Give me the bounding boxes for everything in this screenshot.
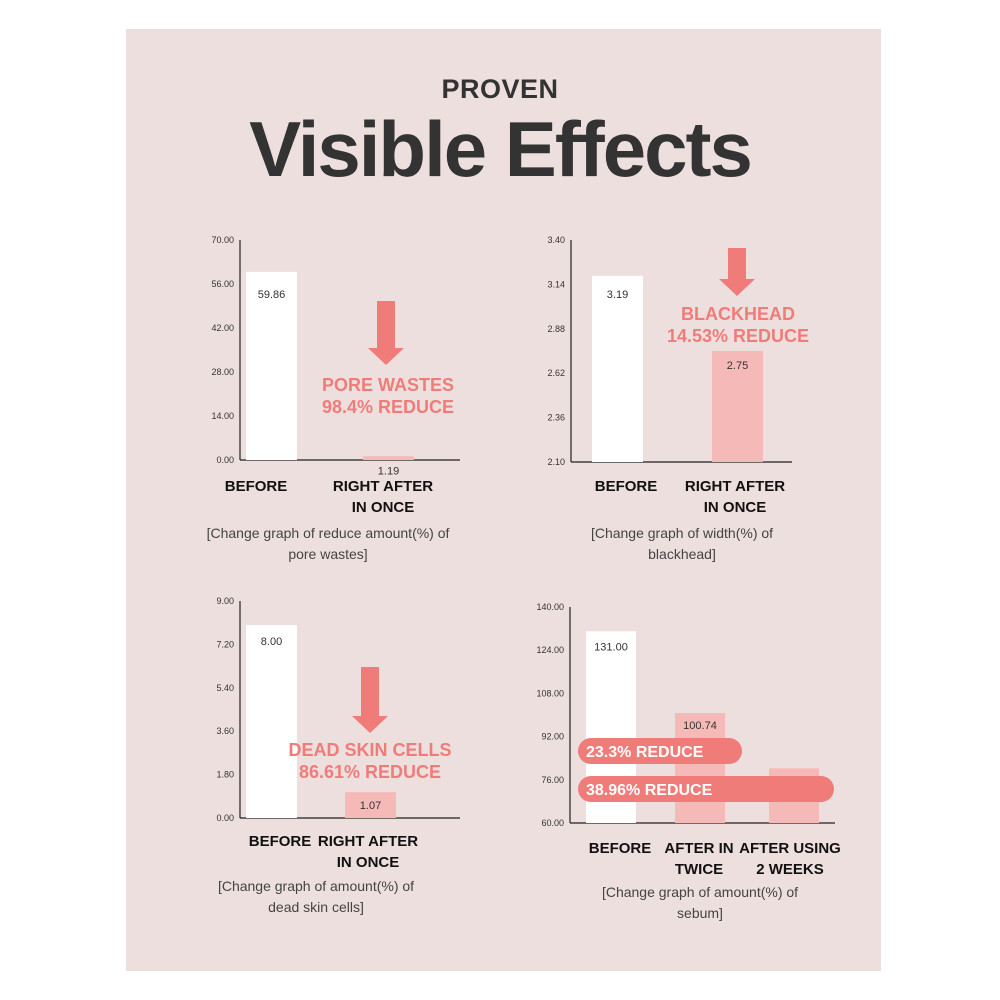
- chart-3-arrow-down-icon: [361, 667, 379, 716]
- chart-4-value-label-1: 131.00: [594, 641, 628, 653]
- chart-1-bar-1: [246, 271, 297, 460]
- chart-2-tick-label: 3.40: [547, 235, 565, 245]
- chart-3-tick-label: 5.40: [216, 683, 234, 693]
- chart-4-tick-label: 92.00: [541, 732, 564, 742]
- chart-1-caption-line-2: pore wastes]: [288, 546, 367, 562]
- chart-3-category-2-line-1: RIGHT AFTER: [318, 833, 418, 850]
- chart-4-tick-label: 108.00: [536, 688, 564, 698]
- chart-4-caption-line-2: sebum]: [677, 905, 723, 921]
- chart-3-tick-label: 1.80: [216, 770, 234, 780]
- chart-2-annotation-line-1: BLACKHEAD: [681, 304, 795, 324]
- chart-4-reduce-pill-2: [578, 776, 834, 802]
- chart-2-value-label-2: 2.75: [727, 360, 748, 372]
- chart-1-tick-label: 42.00: [211, 323, 234, 333]
- chart-1-arrow-down-icon: [377, 301, 395, 348]
- chart-2-bar-2: [712, 351, 763, 462]
- chart-3-tick-label: 7.20: [216, 639, 234, 649]
- chart-1-arrow-head-icon: [368, 348, 404, 365]
- chart-1-caption-line-1: [Change graph of reduce amount(%) of: [207, 525, 450, 541]
- chart-1-value-label-1: 59.86: [258, 289, 286, 301]
- chart-3-annotation-line-1: DEAD SKIN CELLS: [288, 740, 451, 760]
- chart-1-value-label-2: 1.19: [378, 465, 399, 477]
- chart-3-tick-label: 9.00: [216, 596, 234, 606]
- chart-3-tick-label: 0.00: [216, 813, 234, 823]
- chart-4-caption-line-1: [Change graph of amount(%) of: [602, 884, 798, 900]
- chart-1-tick-label: 0.00: [216, 455, 234, 465]
- chart-1-annotation-line-2: 98.4% REDUCE: [322, 397, 454, 417]
- chart-4-category-3-line-2: 2 WEEKS: [756, 861, 824, 878]
- chart-3-value-label-1: 8.00: [261, 636, 282, 648]
- chart-1-bar-2: [363, 456, 414, 460]
- chart-4-category-1-line-1: BEFORE: [589, 840, 652, 857]
- chart-1-tick-label: 56.00: [211, 279, 234, 289]
- chart-2-tick-label: 2.62: [547, 368, 565, 378]
- chart-3-bar-1: [246, 625, 297, 818]
- chart-4-tick-label: 140.00: [536, 602, 564, 612]
- chart-2-arrow-down-icon: [728, 248, 746, 279]
- chart-1-category-2-line-1: RIGHT AFTER: [333, 478, 433, 495]
- chart-1-tick-label: 70.00: [211, 235, 234, 245]
- chart-4-category-2-line-1: AFTER IN: [664, 840, 733, 857]
- chart-1-tick-label: 14.00: [211, 411, 234, 421]
- headline-title: Visible Effects: [249, 105, 753, 193]
- chart-4-reduce-pill-text-1: 23.3% REDUCE: [586, 744, 704, 761]
- chart-3-category-1-line-1: BEFORE: [249, 833, 312, 850]
- chart-4-tick-label: 60.00: [541, 818, 564, 828]
- chart-4-reduce-pill-1: [578, 738, 742, 764]
- chart-2-value-label-1: 3.19: [607, 289, 628, 301]
- chart-2-tick-label: 3.14: [547, 279, 565, 289]
- chart-3-arrow-head-icon: [352, 716, 388, 733]
- chart-2-annotation-line-2: 14.53% REDUCE: [667, 326, 809, 346]
- chart-1-tick-label: 28.00: [211, 367, 234, 377]
- chart-4-value-label-2: 100.74: [683, 720, 717, 732]
- chart-2-category-2-line-2: IN ONCE: [704, 499, 767, 516]
- chart-4-category-2-line-2: TWICE: [675, 861, 723, 878]
- chart-2-caption-line-1: [Change graph of width(%) of: [591, 525, 773, 541]
- chart-2-caption-line-2: blackhead]: [648, 546, 716, 562]
- chart-3-caption-line-1: [Change graph of amount(%) of: [218, 878, 414, 894]
- chart-4-bar-2: [675, 713, 725, 823]
- chart-3-category-2-line-2: IN ONCE: [337, 854, 400, 871]
- chart-2-tick-label: 2.88: [547, 324, 565, 334]
- chart-3-annotation-line-2: 86.61% REDUCE: [299, 762, 441, 782]
- chart-4-category-3-line-1: AFTER USING: [739, 840, 841, 857]
- chart-1-category-2-line-2: IN ONCE: [352, 499, 415, 516]
- chart-2-category-2-line-1: RIGHT AFTER: [685, 478, 785, 495]
- chart-3-tick-label: 3.60: [216, 726, 234, 736]
- chart-1-category-1-line-1: BEFORE: [225, 478, 288, 495]
- chart-2-bar-1: [592, 275, 643, 462]
- chart-2-tick-label: 2.36: [547, 413, 565, 423]
- chart-2-category-1-line-1: BEFORE: [595, 478, 658, 495]
- chart-4-tick-label: 76.00: [541, 775, 564, 785]
- chart-2-arrow-head-icon: [719, 279, 755, 296]
- chart-4-reduce-pill-text-2: 38.96% REDUCE: [586, 782, 713, 799]
- chart-4-tick-label: 124.00: [536, 645, 564, 655]
- chart-3-bar-2: [345, 792, 396, 818]
- chart-2-tick-label: 2.10: [547, 457, 565, 467]
- chart-3-caption-line-2: dead skin cells]: [268, 899, 364, 915]
- kicker-text: PROVEN: [441, 74, 559, 104]
- chart-1-annotation-line-1: PORE WASTES: [322, 375, 454, 395]
- chart-3-value-label-2: 1.07: [360, 800, 381, 812]
